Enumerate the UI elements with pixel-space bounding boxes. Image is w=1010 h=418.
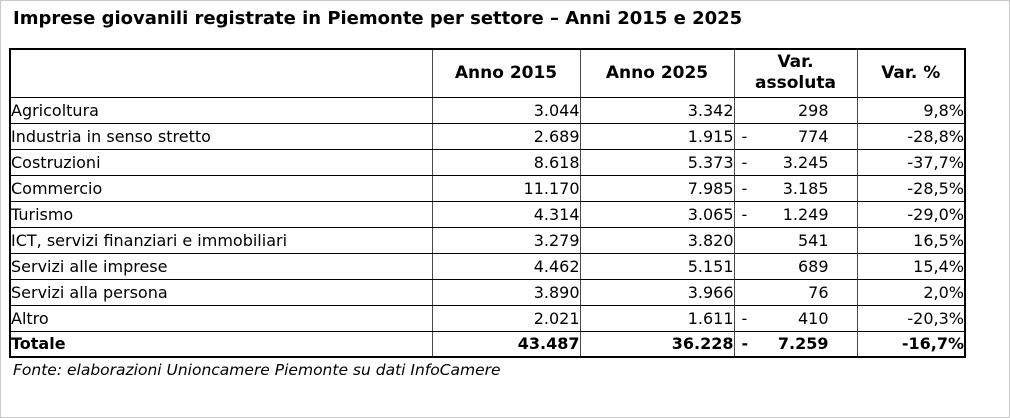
- var-assoluta-cell: 541: [733, 226, 858, 254]
- sector-cell: ICT, servizi finanziari e immobiliari: [9, 226, 433, 254]
- var-assoluta-cell: - 774: [733, 122, 858, 150]
- table-row: Industria in senso stretto 2.689 1.915- 774…: [9, 122, 966, 150]
- table-row: Servizi alle imprese 4.462 5.151 689 15,4%: [9, 252, 966, 280]
- anno-2015-cell: 3.044: [431, 96, 581, 124]
- anno-2025-cell: 5.373: [579, 148, 735, 176]
- sectors-table: Anno 2015 Anno 2025 Var. assoluta Var. %…: [9, 48, 966, 358]
- var-assoluta-cell: 76: [733, 278, 858, 306]
- anno-2015-cell: 4.462: [431, 252, 581, 280]
- var-pct-cell: -37,7%: [856, 148, 966, 176]
- table-row: Turismo 4.314 3.065- 1.249 -29,0%: [9, 200, 966, 228]
- table-row: Costruzioni 8.618 5.373- 3.245 -37,7%: [9, 148, 966, 176]
- total-label-cell: Totale: [9, 330, 433, 358]
- sector-cell: Agricoltura: [9, 96, 433, 124]
- sector-cell: Servizi alle imprese: [9, 252, 433, 280]
- var-pct-cell: 16,5%: [856, 226, 966, 254]
- sector-cell: Servizi alla persona: [9, 278, 433, 306]
- var-pct-cell: -29,0%: [856, 200, 966, 228]
- anno-2025-cell: 3.065: [579, 200, 735, 228]
- anno-2025-cell: 3.820: [579, 226, 735, 254]
- anno-2015-cell: 8.618: [431, 148, 581, 176]
- var-pct-cell: 2,0%: [856, 278, 966, 306]
- var-pct-cell: 9,8%: [856, 96, 966, 124]
- page-title: Imprese giovanili registrate in Piemonte…: [13, 8, 743, 29]
- var-assoluta-value: 689: [797, 256, 829, 276]
- anno-2015-cell: 3.890: [431, 278, 581, 306]
- var-assoluta-cell: - 3.245: [733, 148, 858, 176]
- anno-2025-cell: 3.966: [579, 278, 735, 306]
- anno-2025-cell: 1.915: [579, 122, 735, 150]
- var-pct-cell: -20,3%: [856, 304, 966, 332]
- header-var-assoluta: Var. assoluta: [733, 48, 858, 98]
- anno-2015-cell: 3.279: [431, 226, 581, 254]
- sector-cell: Altro: [9, 304, 433, 332]
- var-assoluta-value: 774: [797, 126, 829, 146]
- anno-2025-cell: 1.611: [579, 304, 735, 332]
- source-note: Fonte: elaborazioni Unioncamere Piemonte…: [13, 361, 501, 379]
- header-anno-2025: Anno 2025: [579, 48, 735, 98]
- anno-2015-cell: 2.021: [431, 304, 581, 332]
- negative-sign: -: [741, 308, 748, 328]
- var-assoluta-cell: - 1.249: [733, 200, 858, 228]
- header-row: Anno 2015 Anno 2025 Var. assoluta Var. %: [9, 48, 966, 98]
- var-assoluta-value: 3.185: [782, 178, 829, 198]
- var-assoluta-value: 76: [808, 282, 829, 302]
- table-row: ICT, servizi finanziari e immobiliari 3.2…: [9, 226, 966, 254]
- sector-cell: Commercio: [9, 174, 433, 202]
- var-pct-cell: -28,5%: [856, 174, 966, 202]
- var-pct-cell: -28,8%: [856, 122, 966, 150]
- var-assoluta-value: 3.245: [782, 152, 829, 172]
- table-row: Servizi alla persona 3.890 3.966 76 2,0%: [9, 278, 966, 306]
- table-row: Commercio 11.170 7.985- 3.185 -28,5%: [9, 174, 966, 202]
- var-pct-cell: -16,7%: [856, 330, 966, 358]
- anno-2015-cell: 43.487: [431, 330, 581, 358]
- var-assoluta-value: 7.259: [777, 334, 829, 354]
- var-assoluta-cell: 689: [733, 252, 858, 280]
- var-assoluta-cell: - 410: [733, 304, 858, 332]
- negative-sign: -: [741, 204, 748, 224]
- var-assoluta-cell: - 7.259: [733, 330, 858, 358]
- anno-2025-cell: 3.342: [579, 96, 735, 124]
- anno-2015-cell: 4.314: [431, 200, 581, 228]
- var-assoluta-value: 298: [797, 100, 829, 120]
- header-anno-2015: Anno 2015: [431, 48, 581, 98]
- anno-2015-cell: 2.689: [431, 122, 581, 150]
- negative-sign: -: [741, 126, 748, 146]
- table-row: Altro 2.021 1.611- 410 -20,3%: [9, 304, 966, 332]
- table-header: Anno 2015 Anno 2025 Var. assoluta Var. %: [9, 48, 966, 98]
- header-var-pct: Var. %: [856, 48, 966, 98]
- table-row: Agricoltura 3.044 3.342 298 9,8%: [9, 96, 966, 124]
- table-body: Agricoltura 3.044 3.342 298 9,8% Industria in…: [9, 96, 966, 358]
- anno-2015-cell: 11.170: [431, 174, 581, 202]
- var-pct-cell: 15,4%: [856, 252, 966, 280]
- var-assoluta-value: 541: [797, 230, 829, 250]
- negative-sign: -: [741, 152, 748, 172]
- anno-2025-cell: 36.228: [579, 330, 735, 358]
- negative-sign: -: [741, 334, 749, 354]
- var-assoluta-cell: - 3.185: [733, 174, 858, 202]
- var-assoluta-value: 1.249: [782, 204, 829, 224]
- anno-2025-cell: 7.985: [579, 174, 735, 202]
- total-row: Totale 43.487 36.228- 7.259 -16,7%: [9, 330, 966, 358]
- var-assoluta-cell: 298: [733, 96, 858, 124]
- negative-sign: -: [741, 178, 748, 198]
- sector-cell: Industria in senso stretto: [9, 122, 433, 150]
- sector-cell: Costruzioni: [9, 148, 433, 176]
- anno-2025-cell: 5.151: [579, 252, 735, 280]
- sector-cell: Turismo: [9, 200, 433, 228]
- header-sector: [9, 48, 433, 98]
- var-assoluta-value: 410: [797, 308, 829, 328]
